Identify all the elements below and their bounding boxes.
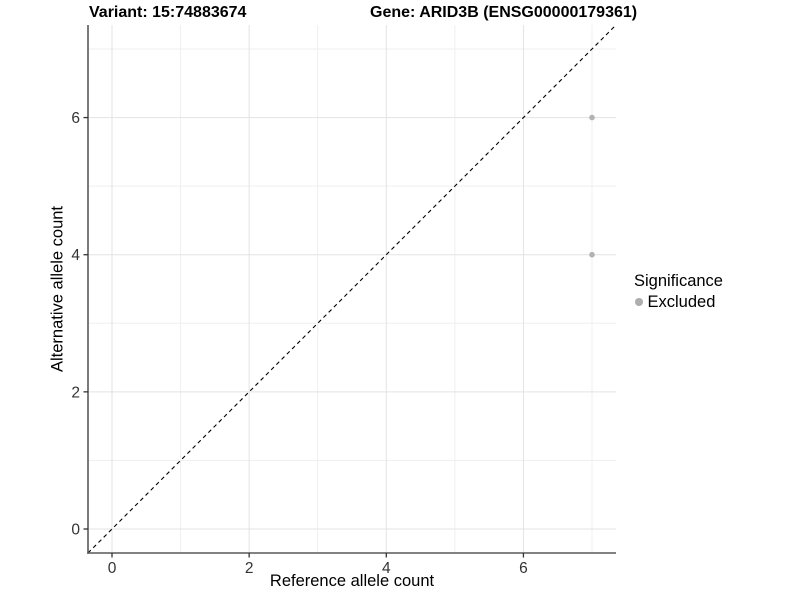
plot-title-gene: Gene: ARID3B (ENSG00000179361) (370, 4, 638, 21)
excluded-point-icon (635, 298, 643, 306)
y-axis-title: Alternative allele count (48, 205, 67, 373)
data-point (589, 251, 595, 258)
y-tick-label: 6 (71, 110, 80, 127)
x-tick-label: 0 (108, 560, 117, 577)
data-point (589, 114, 595, 121)
x-tick-label: 2 (245, 560, 254, 577)
plot-title-variant: Variant: 15:74883674 (89, 4, 247, 21)
legend-item: Excluded (634, 292, 723, 312)
y-tick-label: 2 (71, 384, 80, 401)
x-axis-title: Reference allele count (269, 572, 435, 590)
legend-title: Significance (634, 272, 723, 290)
x-tick-label: 4 (382, 560, 391, 577)
x-tick-label: 6 (519, 560, 528, 577)
legend: Significance Excluded (634, 271, 723, 312)
legend-item-label: Excluded (647, 293, 716, 311)
y-tick-label: 0 (71, 522, 80, 539)
identity-line (87, 24, 617, 554)
y-tick-label: 4 (71, 247, 80, 264)
